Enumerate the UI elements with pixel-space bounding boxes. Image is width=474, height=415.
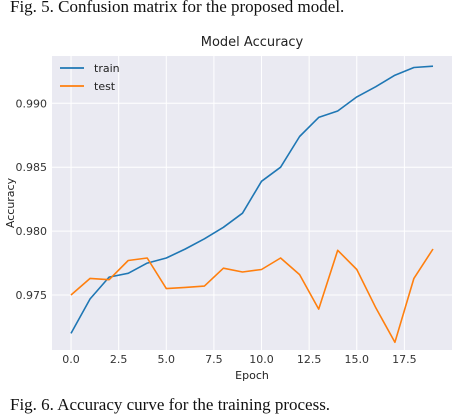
legend-label-train: train (94, 62, 120, 75)
x-tick-label: 17.5 (392, 353, 417, 366)
y-tick-label: 0.990 (16, 97, 48, 110)
y-tick-label: 0.980 (16, 225, 48, 238)
y-tick-label: 0.985 (16, 161, 48, 174)
series-line-test (70, 248, 434, 344)
chart-title: Model Accuracy (201, 35, 304, 50)
x-tick-label: 15.0 (345, 353, 370, 366)
y-axis-label: Accuracy (4, 177, 17, 228)
x-tick-label: 7.5 (205, 353, 223, 366)
series-line-train (70, 65, 434, 334)
x-tick-label: 5.0 (158, 353, 176, 366)
x-tick-label: 10.0 (249, 353, 274, 366)
series-layer (70, 65, 434, 344)
x-tick-label: 2.5 (110, 353, 128, 366)
y-tick-label: 0.975 (16, 289, 48, 302)
x-tick-label: 0.0 (62, 353, 80, 366)
legend-label-test: test (94, 80, 116, 93)
grid-lines (52, 56, 452, 350)
x-axis-label: Epoch (235, 369, 269, 382)
x-tick-label: 12.5 (297, 353, 322, 366)
accuracy-chart: 0.0 2.5 5.0 7.5 10.0 12.5 15.0 17.5 0.975 0.980 0.… (4, 35, 452, 382)
plot-area (52, 56, 452, 350)
figure-caption-top: Fig. 5. Confusion matrix for the propose… (10, 0, 345, 16)
legend: train test (60, 62, 120, 93)
tick-labels: 0.0 2.5 5.0 7.5 10.0 12.5 15.0 17.5 0.975 0.980 0.… (16, 97, 417, 366)
figure-caption-bottom: Fig. 6. Accuracy curve for the training … (10, 395, 331, 414)
